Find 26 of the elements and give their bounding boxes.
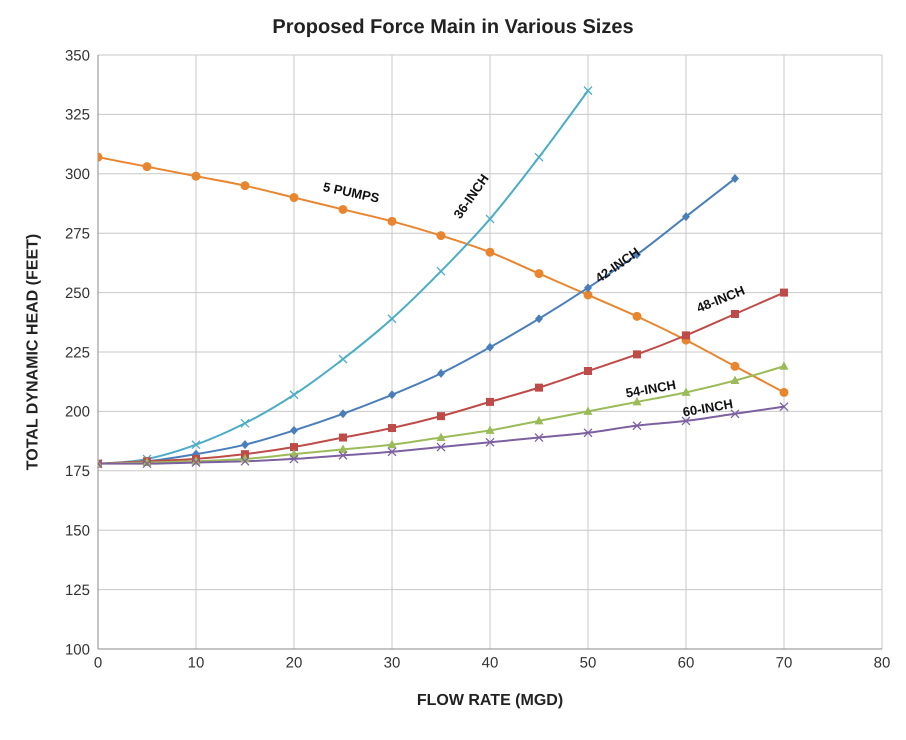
y-tick-label: 150 (64, 522, 90, 540)
y-tick-label: 100 (64, 641, 90, 658)
chart-title: Proposed Force Main in Various Sizes (271, 16, 635, 39)
x-tick-label: 0 (94, 654, 102, 672)
x-tick-label: 50 (580, 654, 596, 672)
y-tick-label: 200 (64, 404, 90, 421)
x-axis-title: FLOW RATE (MGD) (416, 692, 564, 709)
x-tick-label: 80 (874, 654, 890, 672)
text: 54-INCH (624, 377, 678, 401)
y-tick-label: 225 (64, 344, 90, 362)
y-tick-label: 300 (64, 166, 90, 184)
y-tick-label: 325 (64, 106, 90, 124)
x-tick-label: 30 (384, 654, 400, 672)
text: 5 PUMPS (322, 179, 382, 206)
y-tick-label: 250 (64, 284, 90, 302)
x-tick-label: 60 (678, 654, 694, 672)
y-tick-label: 175 (64, 463, 90, 480)
y-axis-title: TOTAL DYNAMIC HEAD (FEET) (24, 234, 42, 470)
x-tick-label: 40 (482, 654, 498, 672)
x-tick-label: 70 (776, 654, 792, 672)
y-tick-label: 125 (64, 582, 90, 599)
x-tick-label: 20 (286, 654, 302, 672)
y-tick-label: 350 (64, 47, 90, 64)
x-tick-label: 10 (188, 654, 204, 672)
y-tick-label: 275 (64, 226, 90, 243)
text: 60-INCH (682, 396, 734, 420)
